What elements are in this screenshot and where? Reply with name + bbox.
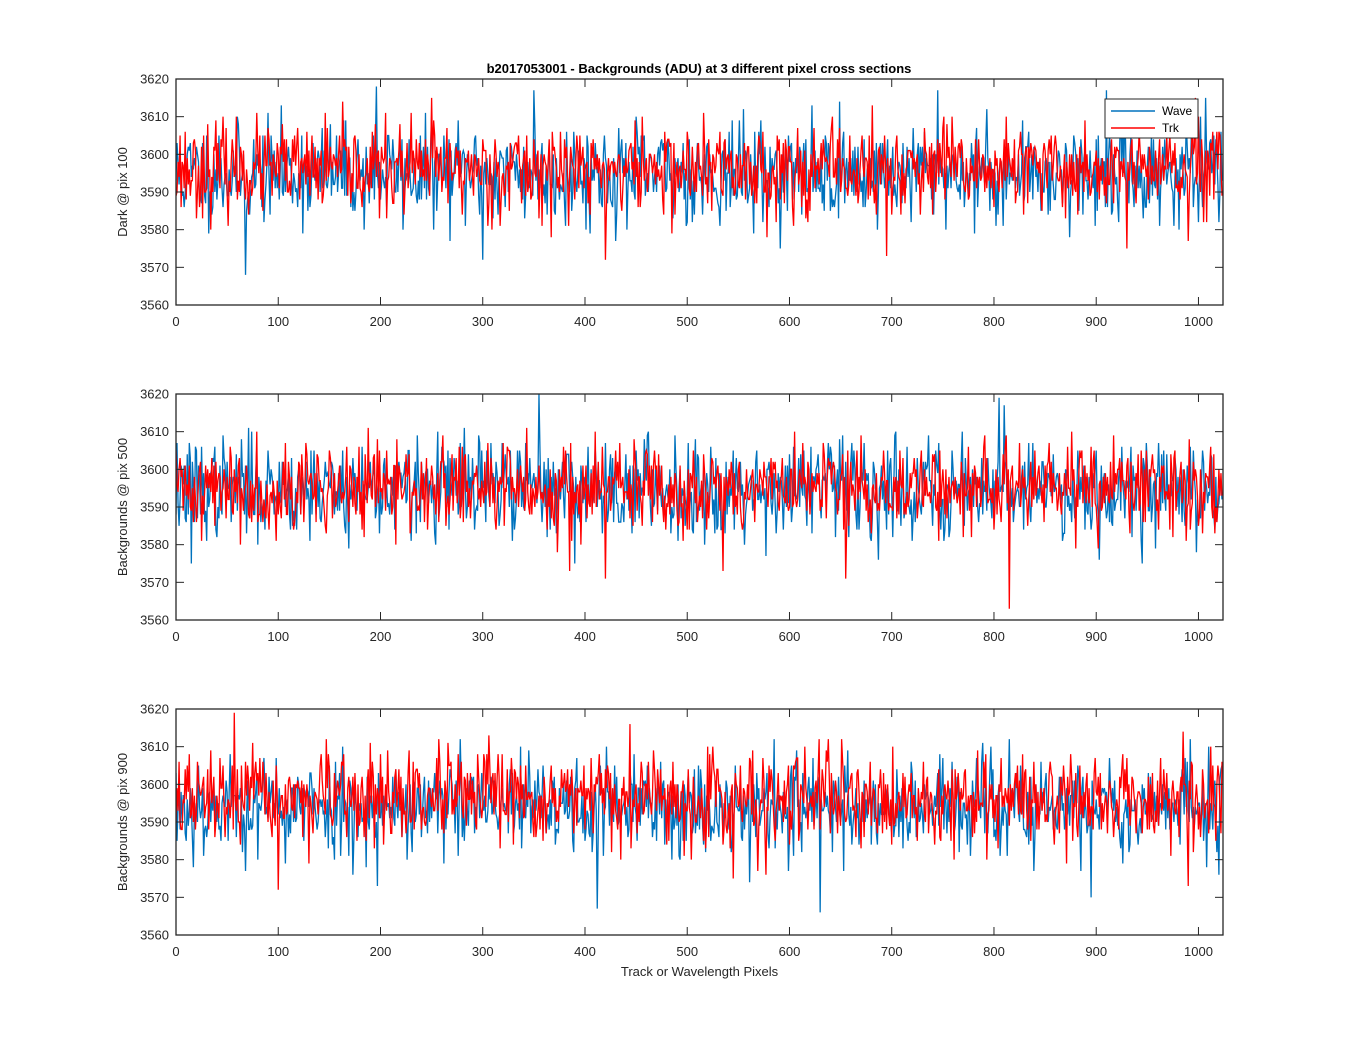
y-tick-label: 3560 bbox=[140, 613, 169, 628]
series-line-trk bbox=[176, 97, 1223, 260]
x-tick-label: 900 bbox=[1085, 944, 1107, 959]
y-tick-label: 3580 bbox=[140, 852, 169, 867]
x-tick-label: 700 bbox=[881, 944, 903, 959]
x-tick-label: 400 bbox=[574, 314, 596, 329]
legend-entry-wave: Wave bbox=[1162, 104, 1193, 118]
y-tick-label: 3610 bbox=[140, 739, 169, 754]
legend: Wave Trk bbox=[1104, 98, 1199, 139]
series-line-trk bbox=[176, 712, 1223, 890]
x-tick-label: 300 bbox=[472, 944, 494, 959]
series-line-trk bbox=[176, 427, 1223, 609]
y-tick-label: 3620 bbox=[140, 387, 169, 402]
subplots: 0 100 200 300 400 500 600 700 800 900 100035603570… bbox=[115, 72, 1224, 979]
x-tick-label: 1000 bbox=[1184, 944, 1213, 959]
y-tick-label: 3560 bbox=[140, 928, 169, 943]
y-tick-label: 3560 bbox=[140, 298, 169, 313]
series-line-wave bbox=[176, 394, 1223, 564]
y-tick-label: 3570 bbox=[140, 575, 169, 590]
x-tick-label: 800 bbox=[983, 944, 1005, 959]
x-tick-label: 800 bbox=[983, 314, 1005, 329]
y-tick-label: 3620 bbox=[140, 702, 169, 717]
x-tick-label: 700 bbox=[881, 629, 903, 644]
x-tick-label: 300 bbox=[472, 629, 494, 644]
y-tick-label: 3590 bbox=[140, 185, 169, 200]
y-axis-label: Dark @ pix 100 bbox=[115, 147, 130, 237]
y-axis-label: Backgrounds @ pix 500 bbox=[115, 438, 130, 576]
x-tick-label: 700 bbox=[881, 314, 903, 329]
x-tick-label: 900 bbox=[1085, 629, 1107, 644]
y-tick-label: 3620 bbox=[140, 72, 169, 87]
y-tick-label: 3580 bbox=[140, 537, 169, 552]
x-tick-label: 0 bbox=[172, 944, 179, 959]
x-tick-label: 800 bbox=[983, 629, 1005, 644]
x-tick-label: 200 bbox=[370, 314, 392, 329]
y-tick-label: 3580 bbox=[140, 222, 169, 237]
y-axis-label: Backgrounds @ pix 900 bbox=[115, 753, 130, 891]
y-tick-label: 3600 bbox=[140, 147, 169, 162]
subplot-3: 0 100 200 300 400 500 600 700 800 900 1000 3560 3570… bbox=[115, 702, 1224, 979]
x-tick-label: 600 bbox=[779, 944, 801, 959]
y-tick-label: 3610 bbox=[140, 109, 169, 124]
x-tick-label: 100 bbox=[267, 314, 289, 329]
x-tick-label: 200 bbox=[370, 629, 392, 644]
y-tick-label: 3590 bbox=[140, 815, 169, 830]
x-tick-label: 0 bbox=[172, 314, 179, 329]
x-tick-label: 600 bbox=[779, 629, 801, 644]
x-tick-label: 500 bbox=[676, 629, 698, 644]
x-tick-label: 600 bbox=[779, 314, 801, 329]
x-tick-label: 0 bbox=[172, 629, 179, 644]
x-tick-label: 400 bbox=[574, 944, 596, 959]
y-tick-label: 3570 bbox=[140, 890, 169, 905]
x-tick-label: 400 bbox=[574, 629, 596, 644]
x-tick-label: 200 bbox=[370, 944, 392, 959]
legend-entry-trk: Trk bbox=[1162, 121, 1180, 135]
x-tick-label: 1000 bbox=[1184, 629, 1213, 644]
subplot-2: 0 100 200 300 400 500 600 700 800 900 1000 3560 3570… bbox=[115, 387, 1224, 644]
x-tick-label: 900 bbox=[1085, 314, 1107, 329]
y-tick-label: 3570 bbox=[140, 260, 169, 275]
x-tick-label: 100 bbox=[267, 944, 289, 959]
x-tick-label: 500 bbox=[676, 944, 698, 959]
y-tick-label: 3610 bbox=[140, 424, 169, 439]
x-tick-label: 100 bbox=[267, 629, 289, 644]
y-tick-label: 3590 bbox=[140, 500, 169, 515]
x-tick-label: 300 bbox=[472, 314, 494, 329]
figure-title: b2017053001 - Backgrounds (ADU) at 3 dif… bbox=[487, 61, 912, 76]
y-tick-label: 3600 bbox=[140, 777, 169, 792]
subplot-1: 0 100 200 300 400 500 600 700 800 900 1000 3560 3570… bbox=[115, 72, 1224, 329]
x-axis-label: Track or Wavelength Pixels bbox=[621, 964, 779, 979]
x-tick-label: 500 bbox=[676, 314, 698, 329]
y-tick-label: 3600 bbox=[140, 462, 169, 477]
x-tick-label: 1000 bbox=[1184, 314, 1213, 329]
legend-box bbox=[1104, 98, 1199, 139]
